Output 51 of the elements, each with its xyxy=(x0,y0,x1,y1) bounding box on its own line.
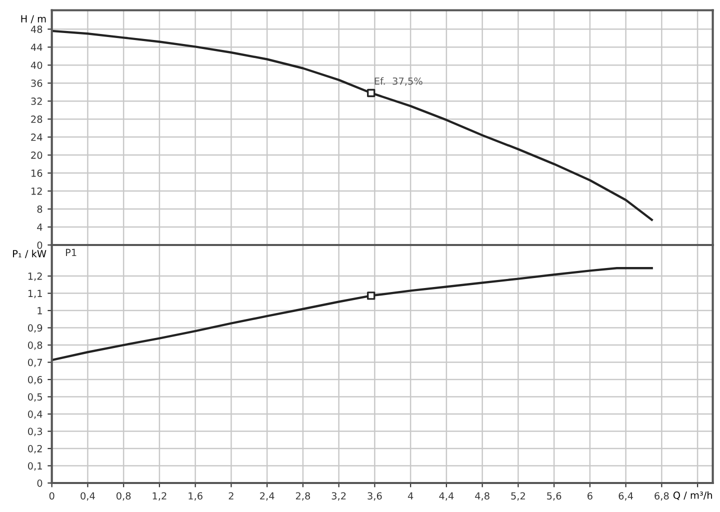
annotation: P1 xyxy=(66,248,76,256)
x-tick-label: 6,8 xyxy=(654,492,669,501)
x-tick-label: 6 xyxy=(588,492,592,500)
y-tick-label: 1 xyxy=(38,307,42,314)
x-tick-label: 2,8 xyxy=(296,492,310,501)
y-tick-label: 12 xyxy=(32,188,42,195)
y-tick-label: 32 xyxy=(31,98,42,105)
y-tick-label: 0,9 xyxy=(28,324,42,333)
y-tick-label: 48 xyxy=(30,26,42,33)
x-tick-label: 0,8 xyxy=(116,492,131,501)
line-series xyxy=(52,30,653,221)
y-tick-label: 0,4 xyxy=(28,410,42,419)
x-tick-label: 3,2 xyxy=(332,492,346,501)
x-tick-label: 5,2 xyxy=(511,492,525,501)
y-tick-label: 40 xyxy=(30,62,42,69)
annotation: Ef. 37,5% xyxy=(374,77,422,86)
x-tick-label: 1,2 xyxy=(152,492,166,501)
y-tick-label: 44 xyxy=(30,44,42,51)
y-axis-title: P₁ / kW xyxy=(13,250,46,258)
y-tick-label: 20 xyxy=(31,152,42,159)
x-tick-label: 0,4 xyxy=(80,492,95,501)
y-tick-label: 16 xyxy=(32,170,42,177)
y-tick-label: 0 xyxy=(37,480,42,487)
y-tick-label: 0 xyxy=(37,241,42,249)
x-tick-label: 5,6 xyxy=(547,492,562,501)
x-tick-label: 1,6 xyxy=(188,492,202,501)
x-tick-label: 2 xyxy=(228,492,234,500)
y-tick-label: 0,2 xyxy=(28,445,42,454)
y-tick-label: 4 xyxy=(37,224,42,231)
x-axis-title: Q / m³/h xyxy=(673,491,712,500)
y-tick-label: 0,8 xyxy=(28,342,42,350)
y-tick-label: 0,6 xyxy=(28,376,42,384)
x-tick-label: 4,8 xyxy=(475,492,490,501)
x-tick-label: 2,4 xyxy=(260,492,274,501)
x-tick-label: 6,4 xyxy=(618,492,633,501)
y-tick-label: 0,3 xyxy=(28,428,42,436)
y-tick-label: 0,7 xyxy=(28,358,42,368)
y-tick-label: 36 xyxy=(31,80,42,87)
x-tick-label: 0 xyxy=(49,492,54,500)
line-series xyxy=(52,266,653,362)
x-tick-label: 4,4 xyxy=(439,492,454,501)
y-tick-label: 1,1 xyxy=(28,290,42,298)
y-axis-title: H / m xyxy=(21,15,46,24)
y-tick-label: 0,1 xyxy=(28,462,42,471)
y-tick-label: 8 xyxy=(37,205,42,213)
x-tick-label: 3,6 xyxy=(368,492,382,501)
y-tick-label: 28 xyxy=(31,116,42,123)
y-tick-label: 0,5 xyxy=(28,393,42,402)
y-tick-label: 24 xyxy=(31,134,42,141)
x-tick-label: 4 xyxy=(408,492,414,500)
y-tick-label: 1,2 xyxy=(28,272,42,281)
